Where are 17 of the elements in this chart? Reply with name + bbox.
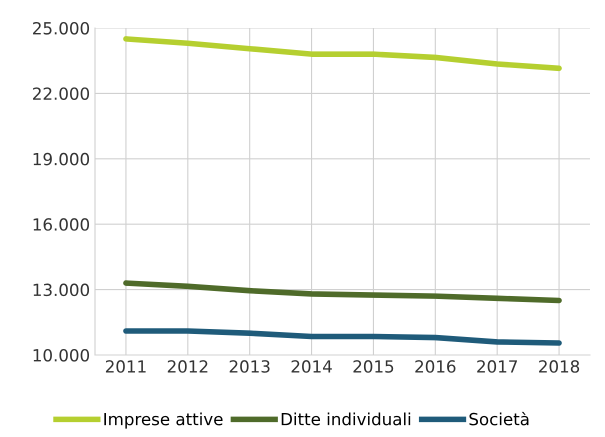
y-tick-label: 22.000 xyxy=(33,87,90,100)
y-tick-label: 13.000 xyxy=(34,284,90,296)
x-tick-label: 2014 xyxy=(292,360,332,373)
x-tick-label: 2011 xyxy=(106,360,146,373)
y-tick-label: 16.000 xyxy=(34,218,90,231)
x-tick-label: 2016 xyxy=(415,360,456,373)
y-tick-label: 25.000 xyxy=(33,22,90,35)
y-tick-label: 19.000 xyxy=(34,152,90,166)
legend-label: Ditte individuali xyxy=(282,412,410,426)
x-tick-label: 2018 xyxy=(539,360,580,373)
y-tick-label: 10.000 xyxy=(34,348,90,362)
legend-label: Società xyxy=(469,412,528,426)
x-tick-label: 2015 xyxy=(353,360,394,373)
x-tick-label: 2013 xyxy=(230,360,270,373)
legend-label: Imprese attive xyxy=(104,412,223,429)
x-tick-label: 2017 xyxy=(477,360,517,373)
x-tick-label: 2012 xyxy=(168,360,208,373)
